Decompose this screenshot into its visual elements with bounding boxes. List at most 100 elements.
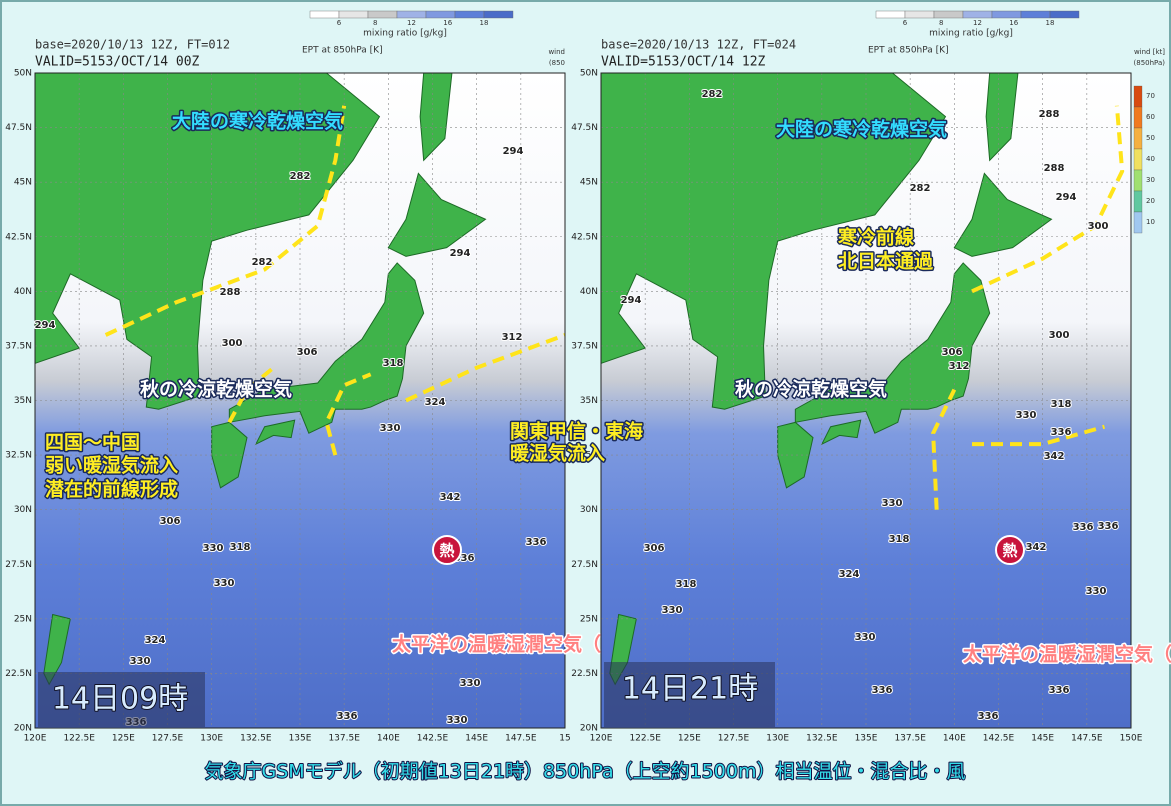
- lon-label: 120E: [590, 734, 613, 744]
- annotation: 大陸の寒冷乾燥空気: [172, 110, 343, 133]
- contour-label: 330: [460, 678, 481, 689]
- lon-label: 130E: [200, 734, 223, 744]
- wind-tick: 40: [1146, 155, 1155, 163]
- front-line: [971, 105, 1125, 294]
- contour-label: 282: [290, 171, 311, 182]
- contour-label: 306: [160, 516, 181, 527]
- colorbar-cell: [1049, 10, 1080, 19]
- lon-label: 150E: [1120, 734, 1143, 744]
- lon-label: 145E: [1031, 734, 1054, 744]
- land: [820, 419, 862, 446]
- lon-label: 15: [559, 734, 570, 744]
- contour-label: 318: [889, 534, 910, 545]
- contour-label: 282: [702, 89, 723, 100]
- colorbar-cell: [875, 10, 906, 19]
- front-line: [227, 366, 275, 424]
- lon-label: 125E: [678, 734, 701, 744]
- annotation: 関東甲信・東海: [510, 420, 643, 443]
- annotation: 秋の冷涼乾燥空気: [735, 378, 887, 401]
- wind-colorbar-cell: [1133, 169, 1143, 192]
- lat-label: 42.5N: [5, 232, 32, 242]
- wind-tick: 10: [1146, 218, 1155, 226]
- heat-label: 熱: [1002, 542, 1017, 560]
- colorbar-cell: [1020, 10, 1051, 19]
- wind-tick: 50: [1146, 134, 1155, 142]
- time-box: [604, 662, 775, 727]
- colorbar-tick: 16: [1009, 19, 1018, 27]
- contour-label: 342: [1026, 542, 1047, 553]
- colorbar-cell: [367, 10, 398, 19]
- map-border: [600, 72, 1132, 729]
- contour-label: 324: [839, 569, 860, 580]
- contour-label: 294: [621, 295, 642, 306]
- map-border: [34, 72, 566, 729]
- annotation: 大陸の寒冷乾燥空気: [776, 118, 947, 141]
- time-label: 14日09時: [52, 682, 188, 717]
- wind-colorbar-cell: [1133, 211, 1143, 234]
- contour-label: 282: [910, 183, 931, 194]
- lat-label: 50N: [580, 69, 598, 79]
- lat-label: 32.5N: [5, 451, 32, 461]
- contour-label: 288: [220, 287, 241, 298]
- wind-label: wind: [548, 48, 565, 56]
- colorbar-tick: 12: [973, 19, 982, 27]
- contour-label: 288: [1039, 109, 1060, 120]
- colorbar-tick: 6: [337, 19, 342, 27]
- land: [601, 73, 947, 410]
- lon-label: 140E: [377, 734, 400, 744]
- annotation: 潜在的前線形成: [45, 478, 178, 501]
- lon-label: 147.5E: [505, 734, 537, 744]
- header-base: base=2020/10/13 12Z, FT=012: [35, 38, 230, 52]
- contour-label: 318: [383, 358, 404, 369]
- wind-tick: 30: [1146, 176, 1155, 184]
- contour-label: 336: [1051, 427, 1072, 438]
- colorbar-cell: [483, 10, 514, 19]
- lat-label: 47.5N: [5, 123, 32, 133]
- lon-label: 130E: [766, 734, 789, 744]
- colorbar-title: mixing ratio [g/kg]: [363, 29, 447, 39]
- lon-label: 137.5E: [328, 734, 360, 744]
- lon-label: 120E: [24, 734, 47, 744]
- lat-label: 25N: [14, 614, 32, 624]
- lat-label: 27.5N: [5, 560, 32, 570]
- contour-label: 306: [297, 347, 318, 358]
- lat-label: 42.5N: [571, 232, 598, 242]
- contour-label: 318: [1051, 399, 1072, 410]
- colorbar-cell: [425, 10, 456, 19]
- lat-label: 30N: [14, 505, 32, 515]
- lon-label: 137.5E: [894, 734, 926, 744]
- colorbar-tick: 16: [443, 19, 452, 27]
- colorbar-cell: [904, 10, 935, 19]
- lon-label: 142.5E: [417, 734, 449, 744]
- land: [953, 172, 1053, 257]
- lat-label: 20N: [580, 724, 598, 734]
- lat-label: 35N: [580, 396, 598, 406]
- contour-label: 342: [1044, 451, 1065, 462]
- heat-icon: [995, 535, 1025, 565]
- colorbar-cell: [933, 10, 964, 19]
- wind-tick: 20: [1146, 197, 1155, 205]
- heat-icon: [432, 535, 462, 565]
- contour-label: 294: [35, 320, 56, 331]
- wind-label: wind [kt]: [1134, 48, 1165, 56]
- lon-label: 122.5E: [629, 734, 661, 744]
- land: [35, 73, 381, 410]
- wind-tick: 70: [1146, 92, 1155, 100]
- contour-label: 306: [644, 543, 665, 554]
- land: [254, 419, 296, 446]
- lon-label: 125E: [112, 734, 135, 744]
- lon-label: 132.5E: [806, 734, 838, 744]
- header-base: base=2020/10/13 12Z, FT=024: [601, 38, 796, 52]
- lat-label: 20N: [14, 724, 32, 734]
- contour-label: 282: [252, 257, 273, 268]
- contour-label: 336: [1049, 685, 1070, 696]
- contour-label: 336: [1073, 522, 1094, 533]
- wind-colorbar-cell: [1133, 148, 1143, 171]
- contour-label: 330: [662, 605, 683, 616]
- land: [985, 73, 1019, 162]
- annotation: 暖湿気流入: [510, 442, 605, 465]
- contour-label: 318: [676, 579, 697, 590]
